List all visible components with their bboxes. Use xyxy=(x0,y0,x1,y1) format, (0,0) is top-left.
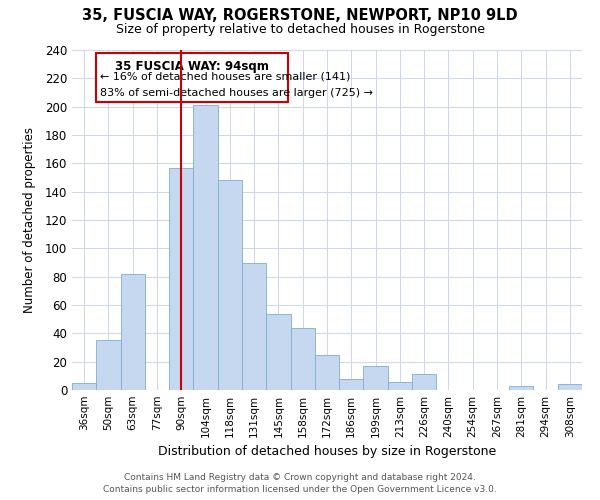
Bar xyxy=(315,354,339,390)
Bar xyxy=(364,366,388,390)
Bar xyxy=(339,378,364,390)
Y-axis label: Number of detached properties: Number of detached properties xyxy=(23,127,37,313)
Text: ← 16% of detached houses are smaller (141): ← 16% of detached houses are smaller (14… xyxy=(100,72,350,82)
Bar xyxy=(558,384,582,390)
Text: Size of property relative to detached houses in Rogerstone: Size of property relative to detached ho… xyxy=(115,22,485,36)
Bar xyxy=(290,328,315,390)
Bar xyxy=(169,168,193,390)
Bar xyxy=(242,262,266,390)
Text: Contains HM Land Registry data © Crown copyright and database right 2024.
Contai: Contains HM Land Registry data © Crown c… xyxy=(103,472,497,494)
Bar xyxy=(218,180,242,390)
Bar xyxy=(121,274,145,390)
X-axis label: Distribution of detached houses by size in Rogerstone: Distribution of detached houses by size … xyxy=(158,446,496,458)
Bar xyxy=(96,340,121,390)
Text: 35, FUSCIA WAY, ROGERSTONE, NEWPORT, NP10 9LD: 35, FUSCIA WAY, ROGERSTONE, NEWPORT, NP1… xyxy=(82,8,518,22)
Text: 83% of semi-detached houses are larger (725) →: 83% of semi-detached houses are larger (… xyxy=(100,88,373,98)
Bar xyxy=(509,386,533,390)
Bar xyxy=(72,383,96,390)
Bar xyxy=(388,382,412,390)
Bar xyxy=(193,106,218,390)
Bar xyxy=(412,374,436,390)
Bar xyxy=(96,53,288,102)
Text: 35 FUSCIA WAY: 94sqm: 35 FUSCIA WAY: 94sqm xyxy=(115,60,269,73)
Bar xyxy=(266,314,290,390)
